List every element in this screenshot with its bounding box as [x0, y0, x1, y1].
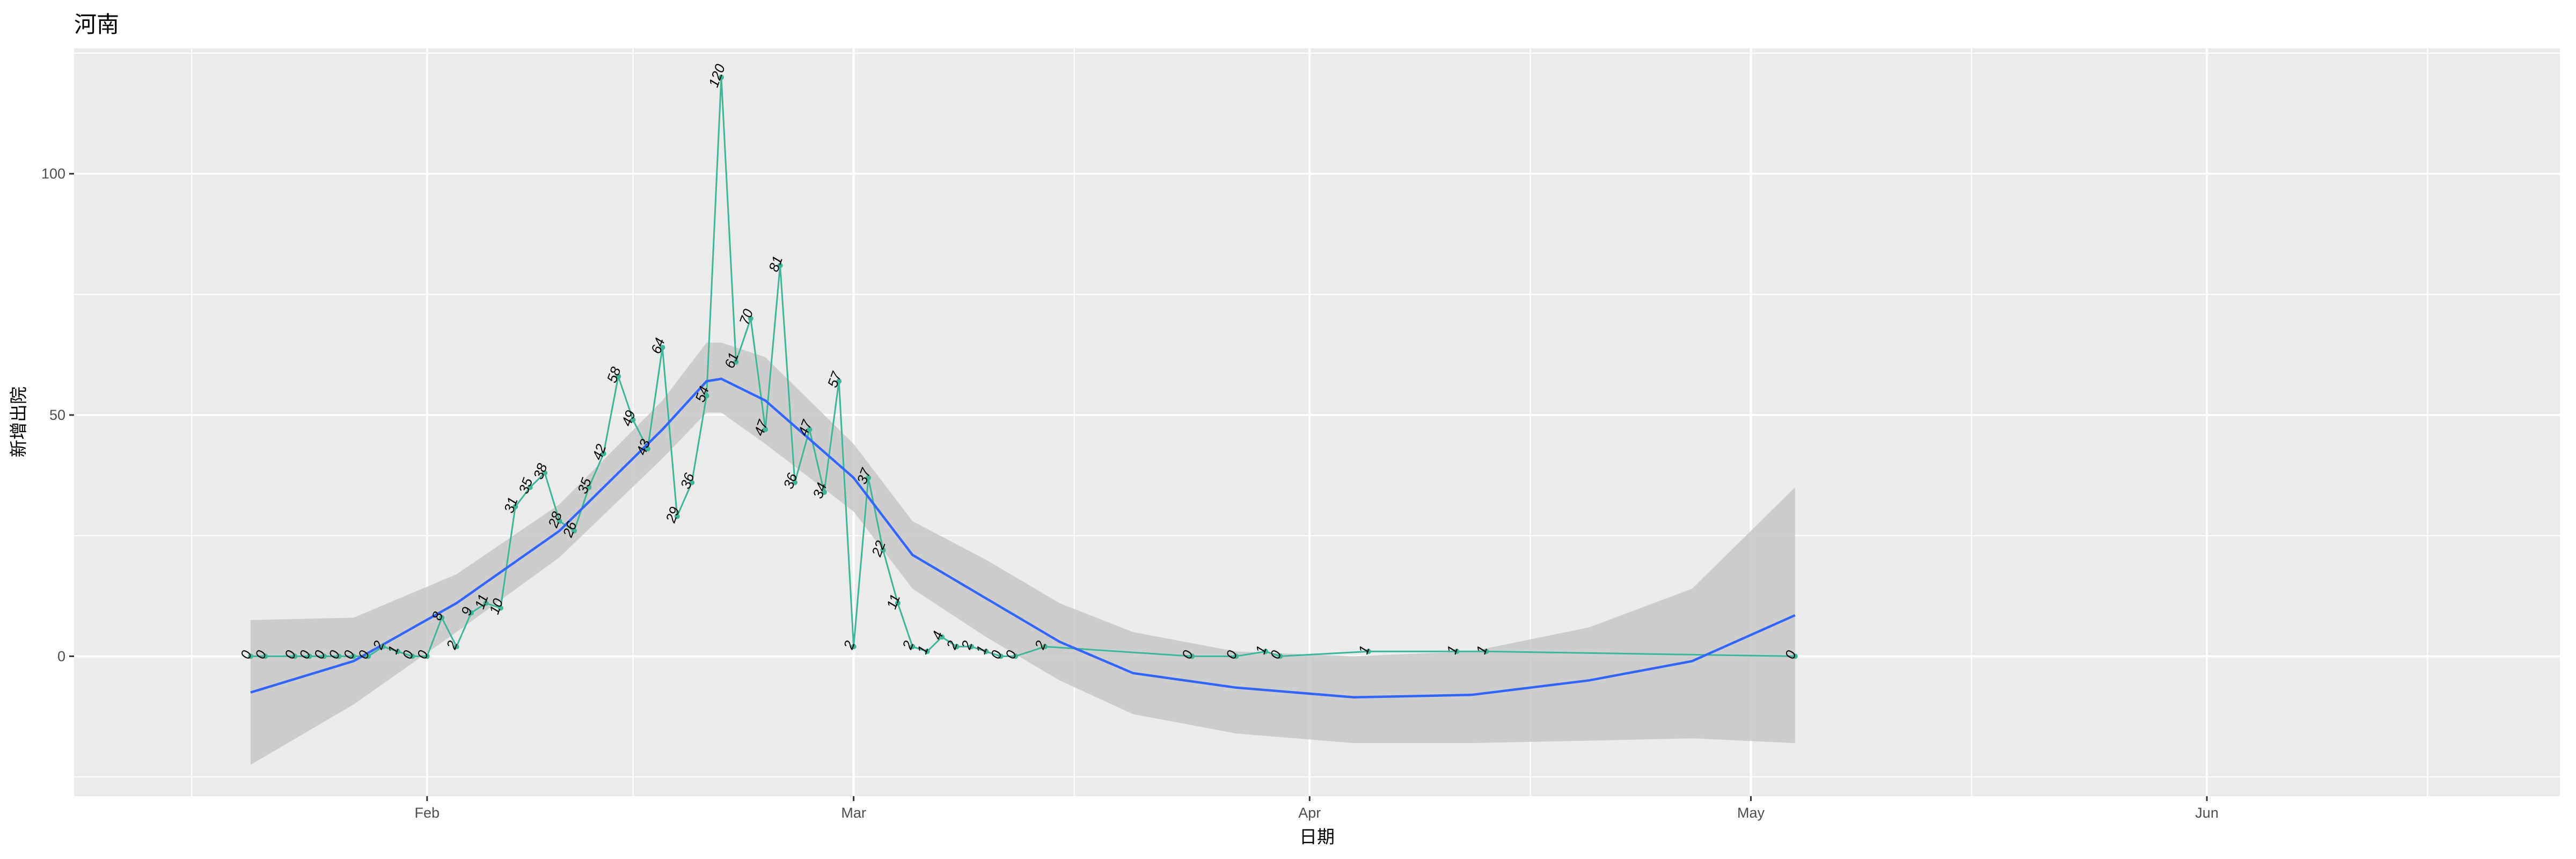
data-point — [998, 653, 1004, 659]
data-point — [469, 610, 474, 616]
x-axis-title: 日期 — [1299, 826, 1335, 847]
data-point — [763, 426, 769, 432]
data-point — [497, 605, 503, 611]
x-tick-label: Jun — [2195, 805, 2219, 821]
data-point — [380, 644, 386, 650]
data-point — [704, 393, 709, 399]
data-point — [1454, 649, 1460, 654]
data-point — [247, 653, 253, 659]
data-point — [601, 450, 606, 456]
data-point — [453, 644, 459, 650]
data-point — [1365, 649, 1371, 654]
data-point — [939, 634, 945, 640]
data-point — [1483, 649, 1489, 654]
data-point — [866, 475, 872, 481]
data-point — [306, 653, 312, 659]
data-point — [836, 378, 842, 384]
data-point — [321, 653, 327, 659]
confidence-band — [250, 343, 1795, 765]
data-point — [895, 600, 901, 606]
data-point — [1277, 653, 1283, 659]
data-point — [821, 489, 827, 495]
x-tick-label: Feb — [415, 805, 440, 821]
data-point — [350, 653, 356, 659]
data-point — [954, 644, 960, 650]
data-point — [1189, 653, 1195, 659]
data-point — [718, 74, 724, 80]
data-point — [1042, 644, 1048, 650]
data-point — [645, 446, 650, 452]
data-point — [924, 649, 930, 654]
data-point — [968, 644, 974, 650]
data-point — [365, 653, 371, 659]
data-point — [586, 484, 592, 490]
data-point — [292, 653, 298, 659]
data-point — [851, 644, 857, 650]
data-point — [733, 359, 739, 365]
data-point — [630, 417, 636, 423]
data-point — [557, 518, 562, 524]
data-point — [1263, 649, 1269, 654]
data-point — [777, 263, 783, 268]
data-point — [792, 479, 798, 485]
data-point — [689, 479, 695, 485]
data-point — [527, 484, 533, 490]
data-points — [247, 74, 1798, 659]
y-tick-label: 0 — [57, 648, 65, 664]
data-point — [571, 528, 577, 534]
x-tick-label: Mar — [841, 805, 866, 821]
y-tick-label: 100 — [41, 166, 65, 182]
data-point — [983, 649, 989, 654]
data-point — [336, 653, 342, 659]
data-point — [674, 513, 680, 519]
data-point — [1792, 653, 1798, 659]
data-point — [660, 345, 665, 351]
x-tick-label: Apr — [1298, 805, 1321, 821]
x-axis-ticks: Feb Mar Apr May Jun — [415, 796, 2219, 821]
data-point — [880, 547, 886, 553]
chart-title: 河南 — [74, 11, 120, 38]
data-point — [1233, 653, 1239, 659]
y-axis-title: 新增出院 — [8, 387, 29, 457]
data-point — [483, 600, 489, 606]
data-point — [807, 426, 813, 432]
x-tick-label: May — [1737, 805, 1765, 821]
data-point — [1013, 653, 1019, 659]
data-point — [394, 649, 400, 654]
data-point — [439, 615, 445, 621]
data-point — [513, 504, 518, 509]
data-point — [424, 653, 430, 659]
data-point — [616, 374, 621, 380]
data-point — [409, 653, 415, 659]
y-axis-ticks: 0 50 100 — [41, 166, 74, 664]
data-point — [910, 644, 916, 650]
y-tick-label: 50 — [49, 407, 65, 423]
data-point — [262, 653, 268, 659]
data-point — [542, 470, 548, 476]
data-point — [748, 316, 753, 322]
smooth-line — [250, 377, 1796, 699]
